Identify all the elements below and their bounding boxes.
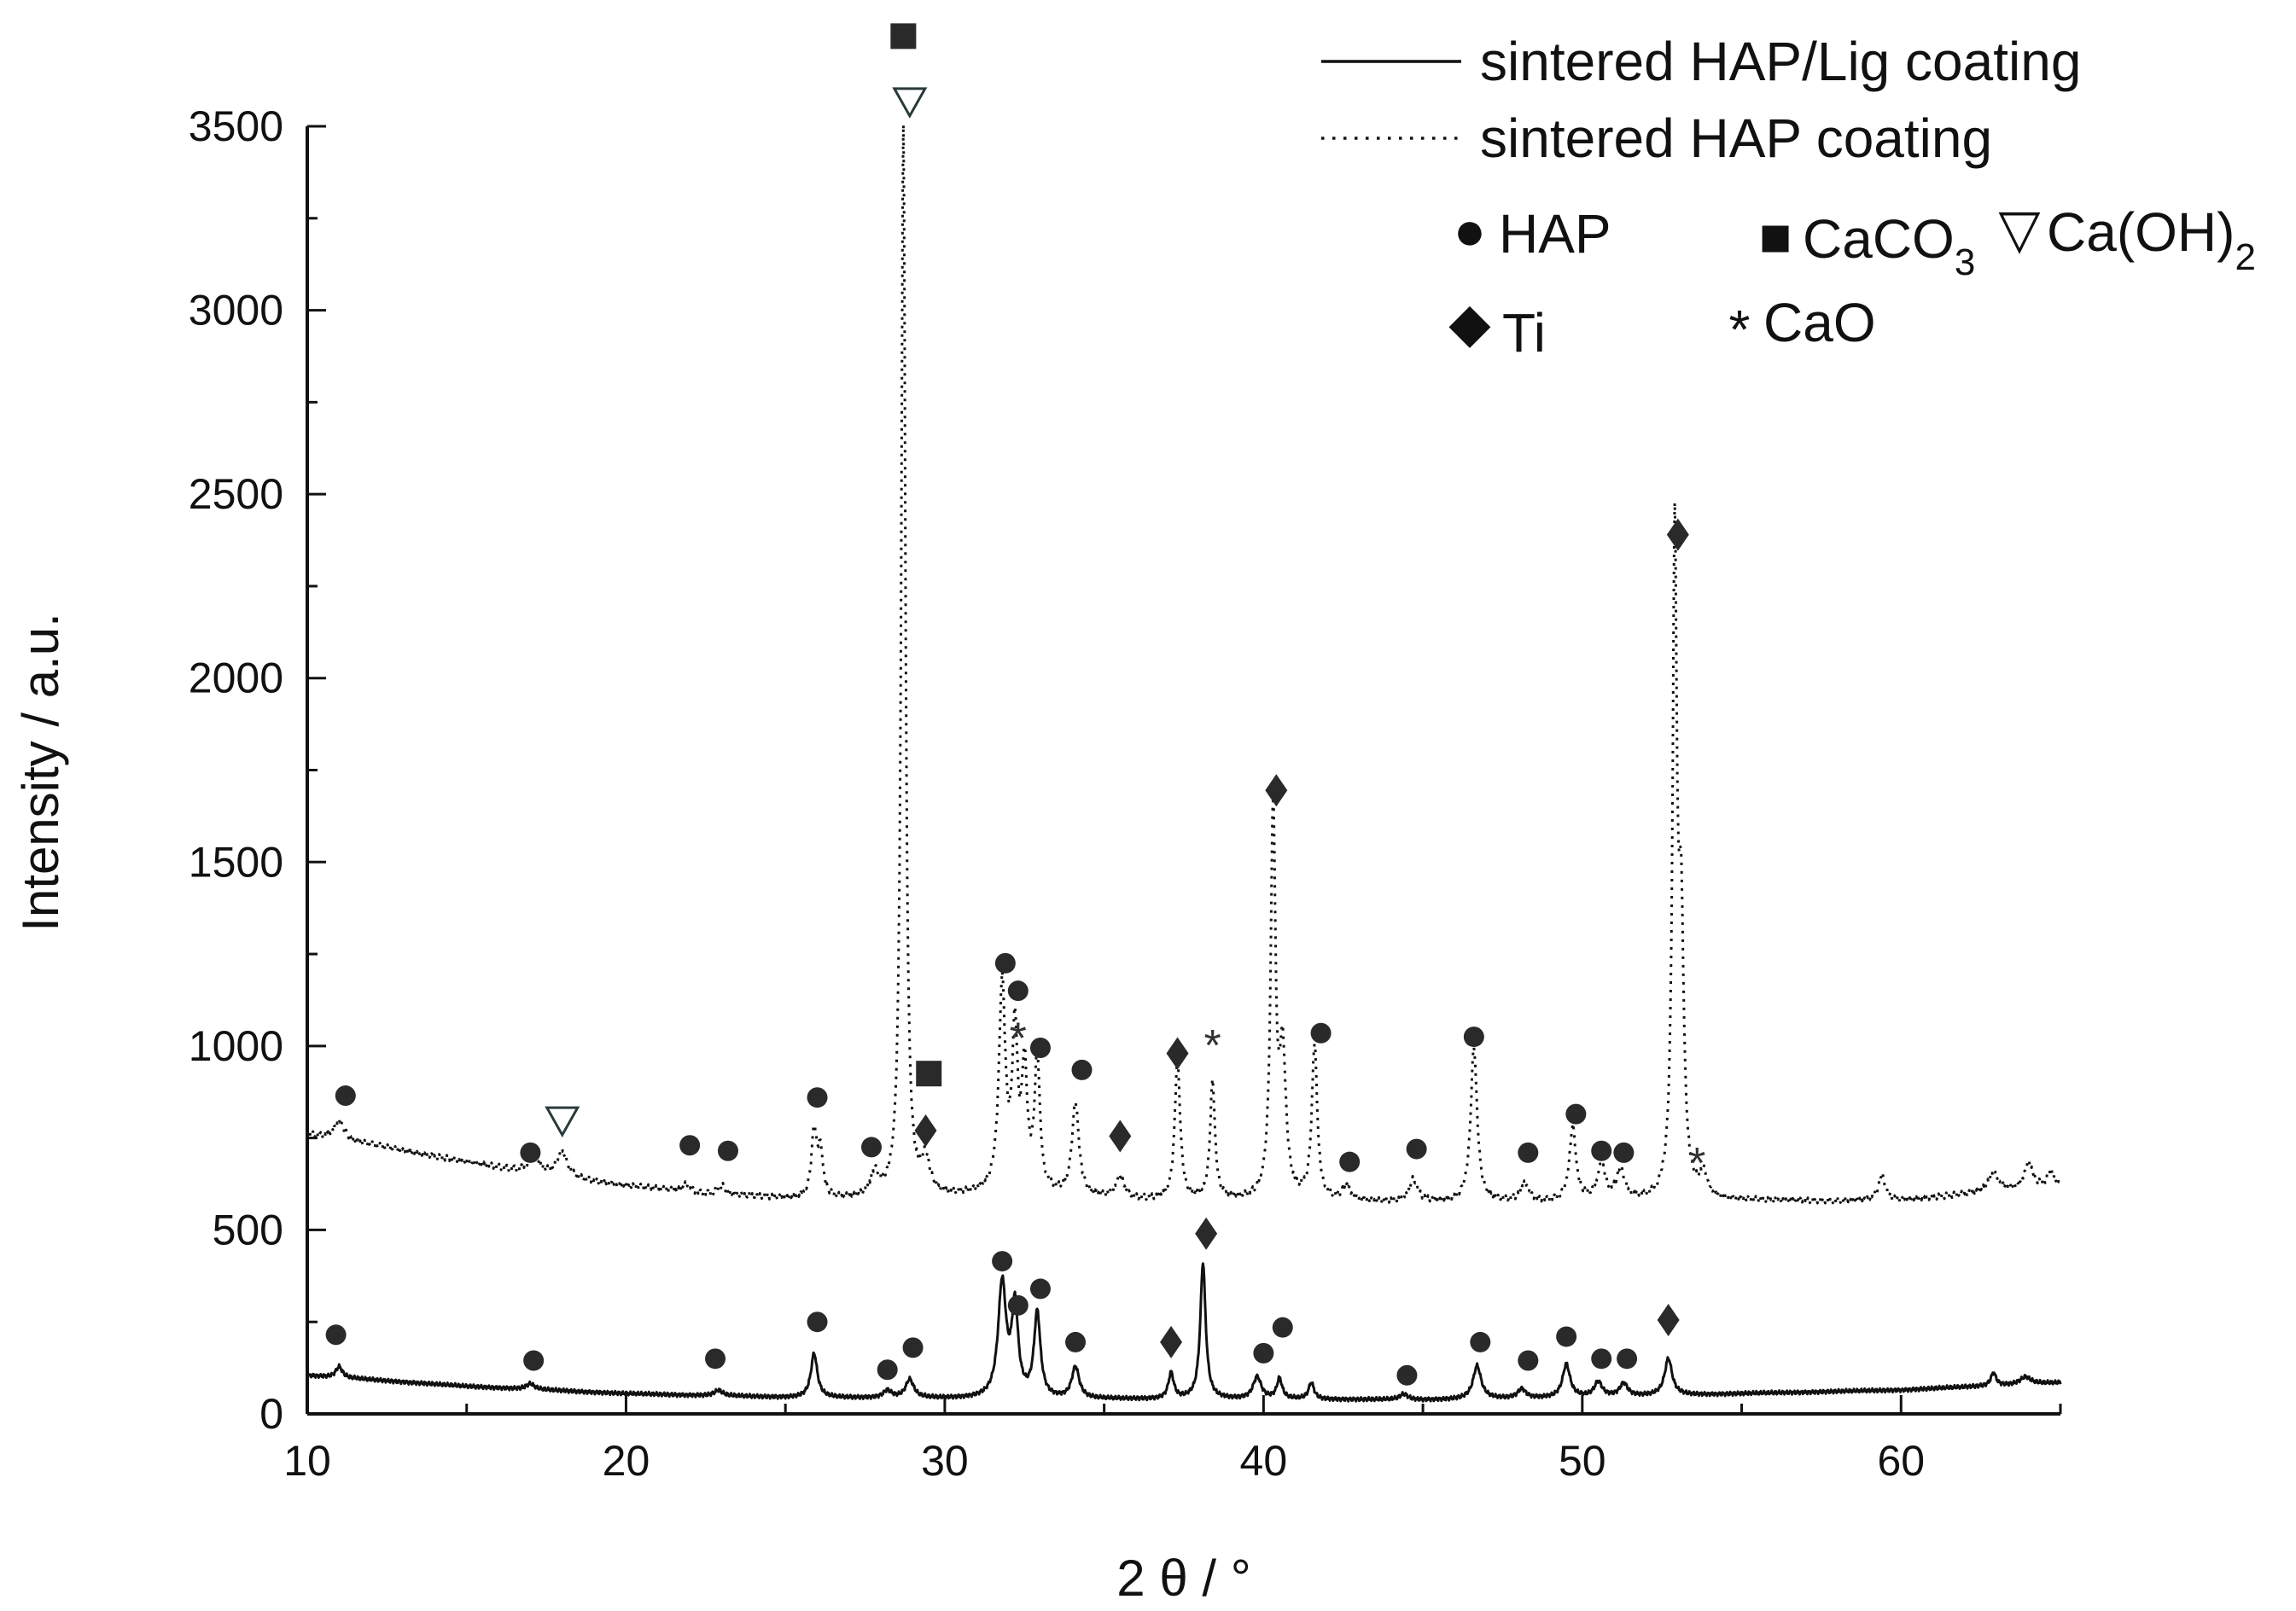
- marker-hap: [1310, 1022, 1332, 1044]
- marker-hap: [1406, 1138, 1427, 1160]
- marker-ti: [914, 1114, 937, 1148]
- marker-caco3: [890, 23, 917, 49]
- x-tick-label: 60: [1877, 1437, 1925, 1485]
- phase-legend-cao-label: CaO: [1763, 292, 1876, 353]
- series-lines: [306, 123, 2062, 1403]
- marker-cao: *: [1010, 1014, 1027, 1063]
- marker-hap: [1007, 980, 1029, 1002]
- marker-caco3: [916, 1061, 942, 1087]
- marker-hap: [717, 1140, 738, 1161]
- y-tick-label: 0: [259, 1390, 283, 1438]
- marker-hap: [1463, 1027, 1484, 1048]
- marker-hap: [1591, 1140, 1612, 1161]
- phase-legend-caoh2-sub: 2: [2235, 236, 2255, 278]
- x-tick-label: 40: [1240, 1437, 1288, 1485]
- marker-ti: [1666, 518, 1689, 551]
- marker-hap: [1613, 1142, 1635, 1163]
- marker-hap: [1518, 1350, 1539, 1371]
- phase-legend-caoh2-label: Ca(OH)2: [2047, 201, 2256, 278]
- marker-ti: [1166, 1037, 1189, 1070]
- phase-legend-caco3-label: CaCO3: [1803, 208, 1975, 283]
- marker-hap: [807, 1087, 828, 1108]
- phase-legend-caoh2-main: Ca(OH): [2047, 201, 2235, 263]
- phase-markers: * * *: [325, 23, 1705, 1386]
- marker-hap: [1029, 1038, 1051, 1059]
- x-axis-title: 2 θ / °: [1116, 1550, 1250, 1607]
- marker-ti: [1109, 1120, 1132, 1153]
- y-tick-label: 3000: [189, 287, 283, 334]
- legend-label-hap: sintered HAP coating: [1480, 108, 1992, 169]
- y-tick-label: 3500: [189, 102, 283, 150]
- x-tick-label: 30: [921, 1437, 969, 1485]
- marker-hap: [992, 1251, 1013, 1272]
- y-tick-label: 500: [213, 1206, 283, 1253]
- phase-legend-ti-symbol: ◆: [1448, 292, 1491, 353]
- marker-hap: [994, 952, 1016, 974]
- marker-hap: [1339, 1151, 1361, 1172]
- marker-hap: [1518, 1142, 1539, 1163]
- phase-legend-caoh2-symbol: ▽: [1998, 198, 2041, 259]
- y-axis-title: Intensity / a.u.: [12, 613, 69, 932]
- marker-cao: *: [1203, 1021, 1221, 1071]
- phase-legend-cao-symbol: *: [1729, 299, 1751, 360]
- marker-hap: [1470, 1331, 1491, 1352]
- marker-hap: [1029, 1278, 1051, 1300]
- y-tick-label: 1000: [189, 1022, 283, 1070]
- marker-hap: [520, 1142, 541, 1163]
- marker-hap: [1565, 1103, 1587, 1125]
- y-ticks: 0 500 1000 1500 2000 2500 3000 3500: [189, 102, 326, 1438]
- phase-legend-caco3-main: CaCO: [1803, 208, 1955, 270]
- x-tick-label: 50: [1559, 1437, 1606, 1485]
- x-ticks: 10 20 30 40 50 60: [283, 1395, 2062, 1485]
- marker-ti: [1265, 774, 1288, 807]
- series-line-hap: [306, 123, 2061, 1205]
- marker-ti: [1195, 1217, 1218, 1250]
- x-tick-label: 10: [283, 1437, 331, 1485]
- marker-hap: [1253, 1342, 1274, 1364]
- plot-area: 0 500 1000 1500 2000 2500 3000 3500 10 20 30 40 50 6…: [189, 23, 2062, 1485]
- phase-legend-caco3-sub: 3: [1955, 241, 1975, 283]
- marker-hap: [1071, 1059, 1093, 1080]
- marker-hap: [807, 1311, 828, 1333]
- series-legend: sintered HAP/Lig coating sintered HAP co…: [1321, 31, 2081, 169]
- marker-hap: [335, 1085, 356, 1107]
- marker-caoh2: [545, 1106, 580, 1138]
- marker-hap: [1556, 1326, 1577, 1347]
- marker-hap: [902, 1337, 924, 1358]
- series-line-hap-lig: [306, 1262, 2062, 1403]
- marker-hap: [1591, 1348, 1612, 1370]
- marker-hap: [679, 1135, 701, 1156]
- phase-legend: ● HAP ■ CaCO3 ▽ Ca(OH)2 ◆ Ti * CaO: [1448, 198, 2256, 363]
- marker-ti: [1160, 1325, 1183, 1358]
- marker-hap: [861, 1137, 883, 1158]
- phase-legend-hap-label: HAP: [1499, 203, 1611, 265]
- marker-hap: [877, 1359, 898, 1381]
- marker-hap: [705, 1348, 726, 1370]
- marker-caoh2: [892, 87, 928, 119]
- marker-hap: [1396, 1364, 1418, 1386]
- marker-ti: [1657, 1304, 1680, 1337]
- y-tick-label: 1500: [189, 838, 283, 886]
- x-tick-label: 20: [603, 1437, 650, 1485]
- marker-hap: [1065, 1331, 1087, 1352]
- phase-legend-hap-symbol: ●: [1454, 200, 1487, 261]
- marker-hap: [1272, 1317, 1293, 1338]
- marker-hap: [1007, 1294, 1029, 1316]
- marker-hap: [523, 1350, 545, 1371]
- y-tick-label: 2500: [189, 470, 283, 518]
- phase-legend-ti-label: Ti: [1502, 302, 1546, 363]
- phase-legend-caco3-symbol: ■: [1759, 206, 1792, 267]
- y-tick-label: 2000: [189, 654, 283, 702]
- marker-hap: [325, 1324, 347, 1346]
- legend-label-hap-lig: sintered HAP/Lig coating: [1480, 31, 2081, 92]
- marker-cao: *: [1688, 1139, 1705, 1189]
- marker-hap: [1617, 1348, 1638, 1370]
